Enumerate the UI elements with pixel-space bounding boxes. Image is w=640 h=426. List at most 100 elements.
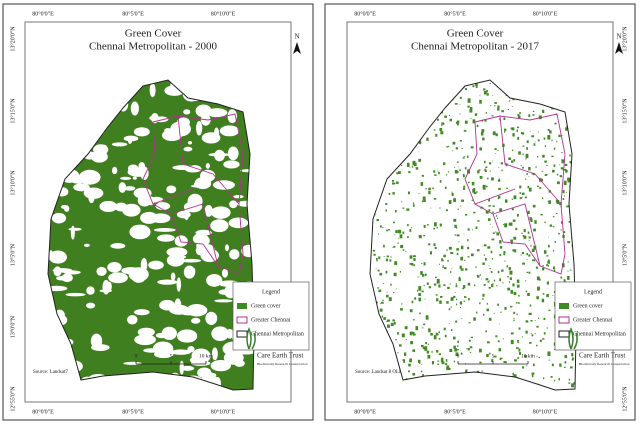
green-patch: [433, 283, 437, 286]
green-patch: [413, 264, 416, 267]
map-frame: [346, 21, 614, 403]
green-patch: [451, 191, 453, 193]
lon-label: 80°10'0"E: [211, 408, 236, 415]
green-patch: [496, 285, 498, 287]
green-patch: [376, 301, 378, 304]
green-patch: [561, 151, 563, 154]
green-patch: [412, 373, 414, 375]
green-patch: [546, 293, 549, 298]
green-patch: [448, 200, 452, 205]
green-patch: [522, 145, 525, 147]
green-patch: [522, 235, 525, 237]
green-patch: [451, 267, 453, 269]
green-patch: [528, 254, 531, 257]
green-patch: [406, 162, 410, 167]
green-patch: [503, 131, 506, 133]
green-patch: [463, 233, 465, 235]
green-patch: [548, 259, 550, 263]
green-patch: [522, 262, 526, 265]
green-patch: [378, 256, 381, 260]
green-patch: [412, 202, 415, 205]
green-patch: [495, 215, 498, 217]
green-patch: [386, 294, 389, 298]
legend-box: [554, 281, 632, 351]
green-patch: [560, 167, 564, 170]
green-patch: [460, 205, 462, 207]
green-patch: [490, 105, 492, 107]
green-patch: [474, 284, 476, 287]
green-patch: [536, 185, 539, 187]
green-patch: [553, 266, 555, 270]
green-patch: [552, 295, 554, 297]
open-land: [166, 247, 188, 258]
green-patch: [547, 281, 549, 283]
green-patch: [510, 289, 514, 294]
green-patch: [555, 199, 559, 203]
green-patch: [511, 127, 515, 131]
green-patch: [456, 120, 460, 124]
green-patch: [548, 309, 551, 311]
green-patch: [411, 264, 413, 266]
green-patch: [440, 358, 444, 363]
green-patch: [476, 124, 479, 128]
green-patch: [511, 208, 515, 211]
green-patch: [424, 346, 428, 351]
green-patch: [397, 242, 399, 244]
green-patch: [570, 269, 572, 271]
green-patch: [542, 267, 545, 271]
green-patch: [519, 185, 522, 189]
open-land: [174, 235, 188, 247]
green-patch: [396, 172, 399, 175]
green-patch: [398, 229, 401, 232]
green-patch: [492, 95, 494, 96]
green-patch: [446, 365, 450, 371]
green-patch: [473, 187, 476, 190]
green-patch: [455, 352, 459, 357]
green-patch: [379, 272, 383, 276]
greater-chennai-boundary: [142, 113, 244, 275]
green-patch: [558, 164, 560, 166]
green-patch: [428, 243, 431, 246]
green-patch: [525, 158, 527, 160]
green-patch: [453, 295, 456, 298]
green-patch: [372, 249, 376, 252]
green-patch: [469, 109, 473, 113]
green-patch: [456, 252, 459, 256]
green-patch: [423, 323, 426, 326]
green-patch: [498, 187, 501, 190]
green-patch: [534, 320, 536, 321]
green-patch: [424, 298, 426, 300]
green-patch: [485, 330, 488, 333]
green-patch: [385, 270, 388, 274]
green-patch: [414, 297, 417, 300]
green-patch: [421, 274, 425, 277]
open-land: [155, 332, 168, 339]
green-patch: [453, 345, 456, 349]
green-patch: [552, 216, 555, 218]
green-patch: [387, 319, 390, 322]
green-patch: [394, 261, 398, 265]
green-patch: [390, 283, 392, 286]
green-patch: [544, 160, 547, 163]
green-patch: [529, 342, 532, 344]
green-patch: [513, 291, 517, 296]
open-land: [170, 272, 176, 281]
green-patch: [514, 249, 517, 253]
green-patch: [512, 219, 516, 222]
scale-label: 0: [135, 353, 138, 359]
green-patch: [467, 98, 471, 103]
open-land: [230, 250, 238, 259]
open-land: [211, 347, 218, 361]
green-patch: [426, 350, 430, 354]
green-patch: [521, 197, 523, 198]
green-patch: [521, 251, 525, 255]
green-patch: [472, 85, 475, 88]
green-patch: [565, 127, 568, 131]
green-patch: [404, 250, 407, 252]
green-patch: [529, 217, 532, 221]
green-patch: [559, 175, 563, 178]
green-patch: [523, 235, 527, 239]
green-patch: [513, 374, 515, 377]
green-patch: [538, 356, 540, 359]
green-patch: [517, 302, 520, 304]
